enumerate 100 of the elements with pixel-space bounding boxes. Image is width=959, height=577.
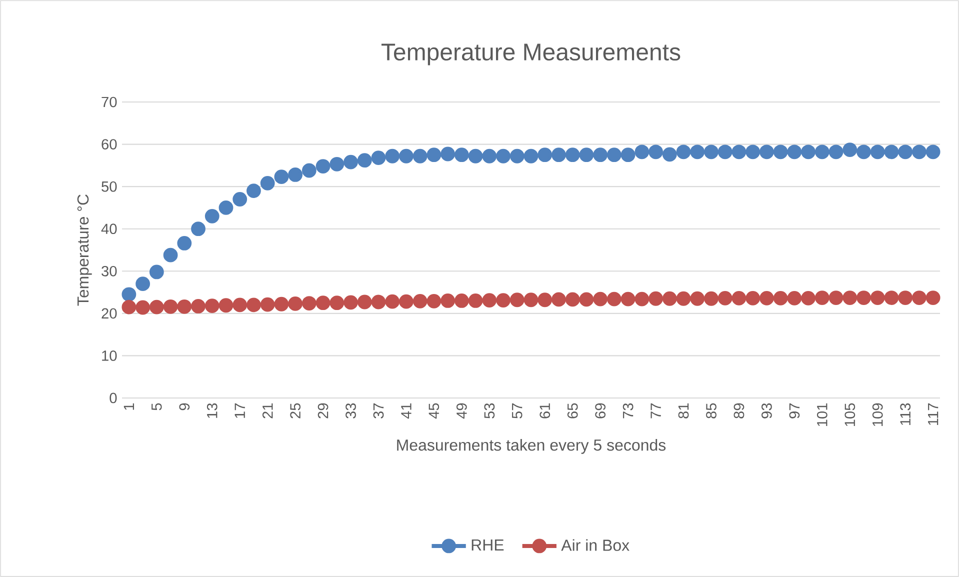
point	[177, 299, 192, 314]
point	[510, 292, 524, 308]
point	[759, 290, 774, 306]
x-tick-label: 41	[401, 403, 412, 419]
point	[718, 290, 732, 306]
x-tick-label: 21	[262, 403, 273, 418]
point	[606, 148, 622, 162]
point	[412, 294, 428, 308]
y-tick-label: 50	[102, 181, 117, 192]
point	[344, 154, 358, 170]
point	[538, 292, 552, 308]
legend-label: RHE	[472, 539, 504, 550]
point	[440, 294, 456, 308]
point	[593, 148, 608, 162]
point	[746, 290, 760, 306]
point	[496, 293, 510, 308]
point	[260, 297, 275, 312]
point	[648, 291, 663, 306]
y-tick-label: 30	[102, 266, 117, 276]
point	[648, 144, 663, 160]
x-tick-label: 101	[816, 403, 828, 426]
point	[385, 294, 400, 309]
x-tick-label: 49	[456, 403, 467, 419]
y-tick-label: 20	[102, 308, 117, 319]
point	[704, 291, 718, 306]
point	[926, 144, 940, 160]
point	[524, 292, 538, 308]
point	[218, 200, 234, 215]
point	[870, 144, 885, 160]
point	[371, 150, 386, 166]
point	[718, 144, 732, 160]
x-tick-label: 105	[844, 403, 856, 426]
y-tick-label: 10	[102, 350, 117, 361]
y-tick-label: 40	[101, 224, 117, 234]
point	[399, 148, 414, 164]
point	[344, 295, 358, 310]
point	[232, 192, 248, 206]
point	[593, 292, 608, 306]
x-tick-label: 45	[428, 403, 440, 419]
point	[246, 184, 261, 198]
point	[676, 144, 691, 160]
point	[704, 144, 718, 160]
x-tick-label: 93	[762, 403, 772, 418]
point	[149, 264, 164, 280]
point	[357, 153, 372, 168]
point	[288, 296, 303, 311]
point	[912, 290, 926, 305]
point	[412, 148, 428, 164]
point	[163, 299, 178, 314]
x-tick-label: 89	[734, 403, 744, 418]
point	[357, 294, 372, 310]
x-tick-label: 61	[540, 403, 550, 418]
point	[177, 236, 192, 250]
point	[690, 144, 705, 160]
point	[773, 144, 788, 160]
x-tick-label: 1	[124, 403, 134, 410]
x-tick-label: 53	[484, 403, 495, 418]
point	[246, 298, 261, 312]
point	[524, 148, 538, 164]
point	[759, 144, 774, 160]
point	[870, 290, 885, 305]
point	[828, 290, 844, 305]
point	[690, 291, 705, 306]
point	[912, 144, 926, 160]
point	[496, 148, 510, 164]
y-tick-label: 0	[110, 392, 117, 404]
point	[814, 144, 830, 160]
point	[746, 144, 760, 160]
point	[482, 293, 497, 308]
point	[218, 298, 234, 313]
point	[330, 296, 344, 310]
point	[399, 294, 414, 309]
point	[676, 291, 691, 306]
point	[440, 146, 456, 162]
point	[204, 298, 220, 314]
point	[814, 290, 830, 305]
x-tick-label: 57	[512, 403, 522, 418]
point	[634, 292, 650, 306]
point	[620, 292, 636, 306]
x-tick-label: 25	[290, 403, 301, 418]
x-tick-label: 85	[706, 403, 716, 418]
x-tick-label: 109	[872, 403, 883, 426]
point	[468, 294, 483, 308]
point	[579, 148, 594, 162]
point	[426, 294, 442, 308]
point	[538, 148, 552, 162]
point	[204, 208, 220, 224]
point	[163, 248, 178, 262]
point	[552, 148, 566, 162]
point	[316, 159, 330, 174]
point	[732, 144, 746, 160]
point	[787, 144, 802, 160]
point	[773, 290, 788, 306]
point	[606, 292, 622, 306]
y-tick-label: 70	[102, 96, 117, 108]
x-tick-label: 17	[234, 403, 245, 418]
point	[122, 287, 136, 302]
point	[274, 170, 289, 184]
point	[274, 296, 289, 312]
x-tick-label: 37	[373, 403, 384, 418]
